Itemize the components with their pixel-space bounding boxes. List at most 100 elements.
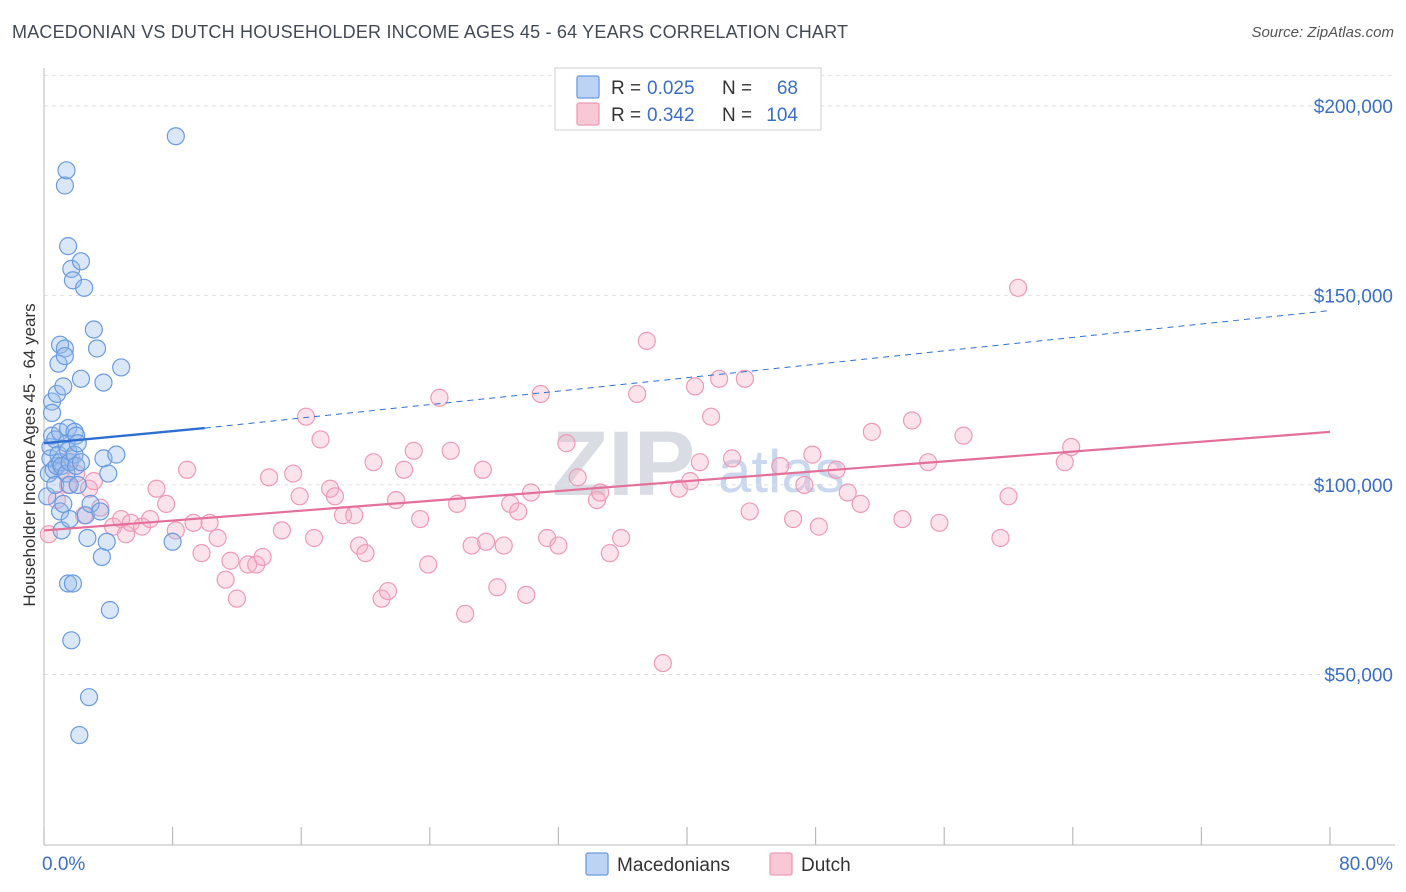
dutch-n-value: 104: [766, 105, 798, 126]
y-tick-label-3: $200,000: [1314, 97, 1393, 118]
dutch-point-88: [803, 445, 822, 464]
dutch-point-98: [954, 426, 973, 445]
dutch-point-45: [378, 581, 398, 601]
chart-title: MACEDONIAN VS DUTCH HOUSEHOLDER INCOME A…: [12, 22, 849, 42]
macedonian-point-40: [65, 445, 84, 464]
dutch-point-68: [568, 468, 587, 487]
x-tick-label-max: 80.0%: [1339, 854, 1393, 875]
dutch-point-41: [349, 536, 369, 555]
dutch-point-32: [284, 464, 303, 483]
dutch-point-25: [221, 551, 240, 570]
legend-label-dutch: Dutch: [801, 855, 851, 876]
watermark-main: ZIP: [552, 413, 695, 515]
legend-swatch-macedonians: [585, 852, 609, 876]
mac-n-label: N =: [722, 78, 752, 99]
dutch-swatch: [576, 102, 600, 126]
dutch-point-31: [272, 521, 292, 540]
dutch-point-28: [247, 555, 266, 574]
dutch-r-value: 0.342: [647, 105, 695, 126]
dutch-point-64: [531, 384, 550, 404]
dutch-point-57: [476, 532, 496, 551]
dutch-point-59: [494, 536, 513, 555]
macedonian-point-55: [87, 339, 107, 358]
dutch-point-91: [838, 483, 857, 502]
dutch-point-79: [690, 453, 709, 472]
dutch-point-84: [740, 502, 759, 521]
macedonian-point-28: [59, 237, 78, 256]
macedonian-point-23: [55, 346, 74, 366]
dutch-points: [39, 278, 1081, 673]
tick-labels: $50,000 $100,000 $150,000 $200,000 0.0% 80.0%: [42, 97, 1393, 875]
dutch-point-99: [991, 528, 1010, 548]
dutch-point-85: [771, 456, 790, 476]
dutch-point-24: [216, 570, 235, 589]
dutch-point-73: [628, 384, 647, 404]
dutch-point-75: [653, 653, 672, 673]
macedonian-point-65: [163, 532, 182, 551]
macedonian-point-49: [75, 278, 94, 297]
macedonian-point-45: [70, 725, 89, 745]
dutch-point-71: [600, 544, 619, 563]
dutch-n-label: N =: [722, 105, 752, 126]
dutch-point-47: [394, 460, 414, 479]
macedonian-point-64: [112, 358, 131, 377]
macedonian-point-50: [76, 506, 95, 525]
dutch-point-50: [419, 555, 438, 574]
legend-swatch-dutch: [769, 852, 793, 876]
dutch-point-20: [184, 513, 203, 532]
dutch-point-62: [517, 585, 536, 604]
dutch-point-66: [549, 536, 568, 555]
dutch-point-101: [1009, 278, 1028, 297]
macedonian-point-54: [84, 320, 103, 339]
dutch-point-54: [456, 604, 475, 623]
dutch-point-48: [404, 441, 423, 460]
macedonian-point-53: [81, 494, 100, 513]
macedonian-points: [38, 127, 185, 745]
macedonian-point-62: [100, 600, 120, 620]
macedonian-point-46: [71, 369, 91, 388]
dutch-point-17: [157, 494, 176, 513]
macedonian-point-10: [47, 384, 66, 404]
dutch-point-78: [685, 377, 705, 396]
dutch-point-52: [441, 441, 460, 460]
dutch-trend-line: [43, 430, 1331, 532]
macedonian-point-35: [62, 259, 81, 278]
dutch-point-92: [851, 494, 870, 513]
macedonian-point-25: [57, 161, 76, 180]
macedonian-point-47: [71, 453, 91, 472]
macedonian-point-20: [54, 377, 73, 396]
stats-legend-box: R = 0.025 N = 68 R = 0.342 N = 104: [554, 67, 822, 131]
dutch-point-86: [783, 509, 803, 529]
dutch-point-80: [702, 407, 721, 426]
macedonian-point-66: [166, 127, 185, 146]
dutch-point-67: [557, 434, 576, 453]
dutch-point-72: [611, 528, 631, 548]
y-tick-label-0: $50,000: [1324, 665, 1393, 686]
macedonian-point-57: [92, 547, 111, 567]
dutch-point-16: [147, 479, 166, 498]
macedonian-point-8: [46, 475, 65, 495]
macedonian-point-21: [54, 494, 73, 513]
legend-label-macedonians: Macedonians: [617, 855, 730, 876]
macedonian-point-48: [71, 252, 91, 271]
macedonian-point-51: [78, 528, 97, 548]
macedonian-point-56: [91, 502, 110, 521]
dutch-point-30: [259, 468, 279, 487]
dutch-point-97: [930, 513, 949, 532]
macedonian-point-36: [62, 631, 81, 650]
macedonian-point-6: [42, 403, 62, 423]
dutch-point-49: [411, 509, 430, 529]
dutch-point-35: [304, 528, 324, 548]
macedonian-point-52: [79, 688, 99, 707]
x-tick-label-min: 0.0%: [42, 854, 85, 875]
dutch-point-56: [473, 460, 492, 479]
mac-n-value: 68: [777, 78, 798, 99]
macedonian-point-43: [68, 434, 87, 453]
dutch-point-36: [311, 430, 330, 449]
mac-r-label: R =: [611, 78, 641, 99]
dutch-point-12: [116, 525, 136, 544]
y-tick-label-2: $150,000: [1314, 286, 1393, 307]
dutch-point-43: [364, 453, 383, 472]
source-credit: Source: ZipAtlas.com: [1251, 24, 1394, 41]
